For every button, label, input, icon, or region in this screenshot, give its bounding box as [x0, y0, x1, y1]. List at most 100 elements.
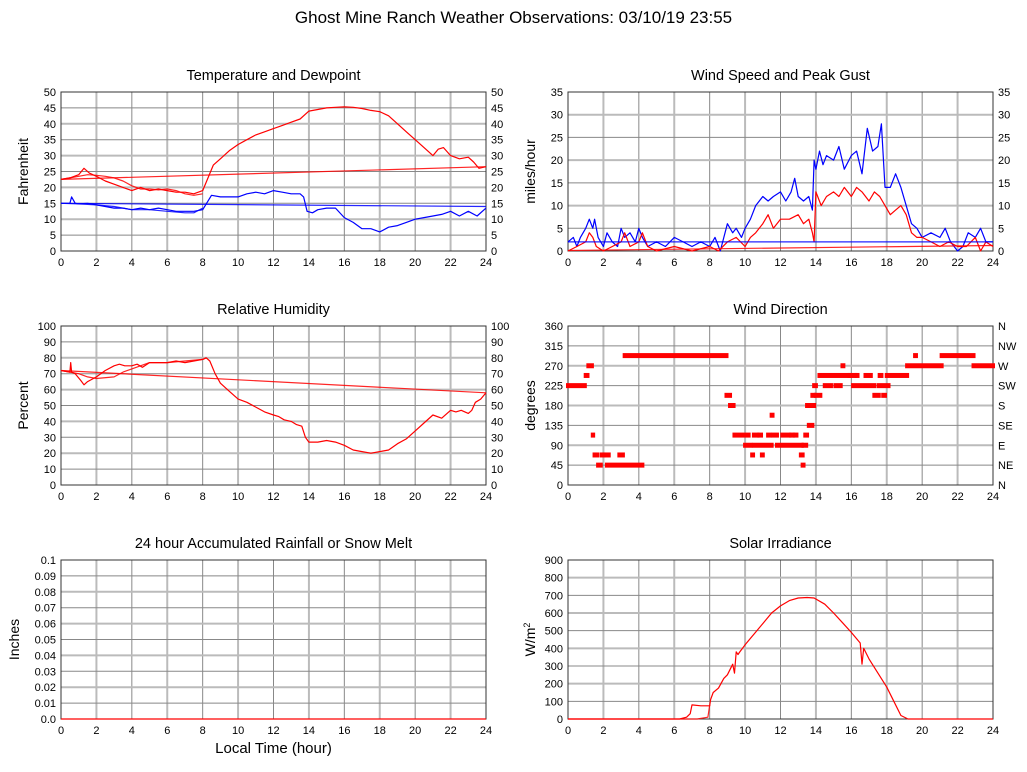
x-tick-label: 2	[600, 257, 606, 269]
y-tick-label: 40	[44, 119, 56, 131]
y-axis-label: degrees	[522, 380, 538, 431]
x-tick-label: 4	[129, 491, 135, 503]
x-tick-label: 16	[338, 725, 350, 737]
x-tick-label: 22	[951, 257, 963, 269]
x-tick-label: 24	[480, 491, 492, 503]
series-relative-humidity-trend	[60, 369, 487, 394]
y-right-tick-label: 35	[998, 87, 1010, 99]
y-tick-label: 5	[50, 230, 56, 242]
direction-points	[751, 432, 760, 438]
y-right-tick-label: 20	[491, 182, 503, 194]
y-tick-label: 60	[44, 385, 56, 397]
y-tick-label: 900	[545, 555, 563, 567]
y-right-tick-label: 20	[491, 448, 503, 460]
y-right-tick-label: 60	[491, 385, 503, 397]
y-right-tick-label: 0	[491, 246, 497, 258]
direction-points	[743, 442, 753, 448]
x-tick-label: 12	[267, 725, 279, 737]
direction-points	[590, 432, 596, 438]
direction-points	[771, 432, 779, 438]
y-right-tick-label: 5	[491, 230, 497, 242]
direction-points	[592, 452, 600, 458]
y-right-tick-label: 50	[491, 401, 503, 413]
series-solar-irradiance-previous-day-overlay	[568, 704, 711, 720]
y-axis-label: Inches	[6, 619, 22, 660]
y-tick-label: 45	[551, 460, 563, 472]
y-right-tick-label: 35	[491, 135, 503, 147]
y-tick-label: 0	[50, 480, 56, 492]
y-right-tick-label: 30	[491, 432, 503, 444]
x-tick-label: 16	[845, 725, 857, 737]
x-tick-label: 8	[707, 491, 713, 503]
y-right-tick-label: 30	[491, 151, 503, 163]
x-tick-label: 18	[374, 257, 386, 269]
x-tick-label: 2	[600, 725, 606, 737]
x-tick-label: 10	[739, 257, 751, 269]
plot-frame	[567, 325, 994, 486]
y-tick-label: 20	[551, 155, 563, 167]
x-tick-label: 0	[565, 257, 571, 269]
direction-points	[939, 353, 976, 359]
x-tick-label: 12	[267, 257, 279, 269]
chart-title: Wind Direction	[733, 302, 827, 318]
direction-points	[751, 442, 774, 448]
y-right-tick-label: 10	[491, 214, 503, 226]
y-right-tick-label: E	[998, 440, 1005, 452]
y-right-tick-label: 80	[491, 353, 503, 365]
y-tick-label: 100	[38, 321, 56, 333]
direction-points	[851, 383, 877, 389]
y-right-tick-label: N	[998, 480, 1006, 492]
x-tick-label: 14	[303, 491, 315, 503]
direction-points	[801, 442, 809, 448]
direction-points	[847, 372, 857, 378]
x-tick-label: 22	[951, 491, 963, 503]
direction-points	[881, 392, 887, 398]
y-tick-label: 0.09	[35, 571, 56, 583]
y-right-tick-label: SW	[998, 381, 1016, 393]
y-tick-label: 30	[44, 432, 56, 444]
y-right-tick-label: 50	[491, 87, 503, 99]
y-tick-label: 0	[557, 246, 563, 258]
x-tick-label: 0	[565, 725, 571, 737]
y-right-tick-label: 0	[491, 480, 497, 492]
x-tick-label: 6	[671, 491, 677, 503]
y-tick-label: 30	[44, 151, 56, 163]
direction-points	[812, 383, 818, 389]
x-tick-label: 8	[200, 491, 206, 503]
direction-points	[905, 363, 944, 369]
y-tick-label: 0.06	[35, 619, 56, 631]
x-tick-label: 20	[409, 491, 421, 503]
y-tick-label: 600	[545, 608, 563, 620]
y-right-tick-label: 10	[491, 464, 503, 476]
y-right-tick-label: N	[998, 321, 1006, 333]
x-tick-label: 4	[636, 257, 642, 269]
direction-points	[602, 452, 611, 458]
y-tick-label: 0.0	[41, 714, 56, 726]
y-tick-label: 400	[545, 643, 563, 655]
x-tick-label: 14	[810, 491, 822, 503]
y-tick-label: 50	[44, 87, 56, 99]
x-tick-label: 18	[374, 725, 386, 737]
x-tick-label: 12	[267, 491, 279, 503]
x-tick-label: 20	[409, 257, 421, 269]
direction-points	[805, 403, 811, 408]
direction-points	[780, 432, 792, 438]
direction-points	[872, 392, 881, 398]
direction-points	[876, 383, 891, 389]
y-right-tick-label: 70	[491, 369, 503, 381]
series-temperature-previous-day-overlay	[60, 174, 203, 196]
x-tick-label: 20	[409, 725, 421, 737]
x-tick-label: 6	[671, 257, 677, 269]
x-tick-label: 18	[881, 491, 893, 503]
direction-points	[840, 363, 846, 369]
series-relative-humidity	[60, 357, 487, 454]
series-temperature	[60, 106, 487, 195]
y-tick-label: 0	[557, 480, 563, 492]
y-tick-label: 315	[545, 341, 563, 353]
y-right-tick-label: 10	[998, 201, 1010, 213]
y-tick-label: 50	[44, 401, 56, 413]
plot-frame	[567, 91, 994, 252]
y-right-tick-label: 0	[998, 246, 1004, 258]
series-dewpoint-trend	[60, 202, 487, 208]
